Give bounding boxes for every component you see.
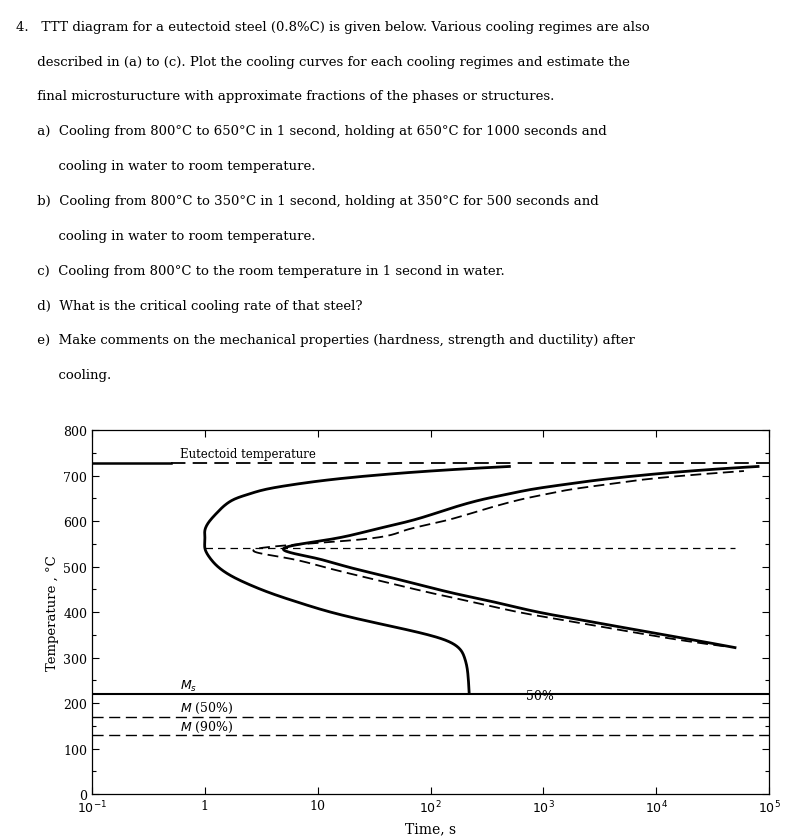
Text: d)  What is the critical cooling rate of that steel?: d) What is the critical cooling rate of … [16,299,363,312]
Text: e)  Make comments on the mechanical properties (hardness, strength and ductility: e) Make comments on the mechanical prope… [16,334,635,347]
Text: described in (a) to (c). Plot the cooling curves for each cooling regimes and es: described in (a) to (c). Plot the coolin… [16,55,630,69]
Text: c)  Cooling from 800°C to the room temperature in 1 second in water.: c) Cooling from 800°C to the room temper… [16,264,505,278]
Text: a)  Cooling from 800°C to 650°C in 1 second, holding at 650°C for 1000 seconds a: a) Cooling from 800°C to 650°C in 1 seco… [16,125,607,138]
Y-axis label: Temperature , °C: Temperature , °C [46,554,59,670]
Text: 4.   TTT diagram for a eutectoid steel (0.8%C) is given below. Various cooling r: 4. TTT diagram for a eutectoid steel (0.… [16,21,650,33]
Text: 50%: 50% [526,690,553,702]
Text: $\mathit{M}$ (90%): $\mathit{M}$ (90%) [180,719,233,734]
Text: $\mathit{M}$ (50%): $\mathit{M}$ (50%) [180,701,233,716]
Text: cooling in water to room temperature.: cooling in water to room temperature. [16,230,316,242]
Text: b)  Cooling from 800°C to 350°C in 1 second, holding at 350°C for 500 seconds an: b) Cooling from 800°C to 350°C in 1 seco… [16,195,599,207]
Text: final microsturucture with approximate fractions of the phases or structures.: final microsturucture with approximate f… [16,90,554,104]
Text: $\mathit{M_s}$: $\mathit{M_s}$ [180,678,197,693]
Text: Eutectoid temperature: Eutectoid temperature [180,447,316,461]
X-axis label: Time, s: Time, s [405,821,456,835]
Text: cooling.: cooling. [16,369,111,382]
Text: cooling in water to room temperature.: cooling in water to room temperature. [16,160,316,173]
